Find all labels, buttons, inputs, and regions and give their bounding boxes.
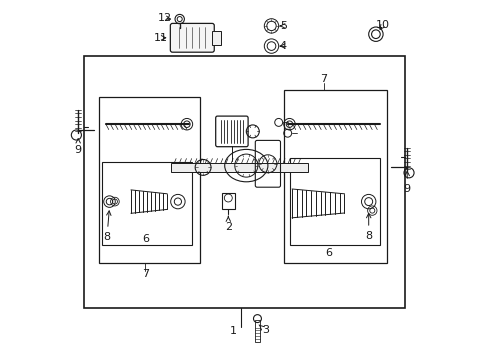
Bar	[222, 193, 234, 209]
Bar	[284, 90, 386, 263]
Text: 2: 2	[224, 216, 231, 232]
Text: 12: 12	[157, 13, 171, 23]
Bar	[289, 158, 379, 245]
Bar	[254, 320, 260, 342]
Bar	[102, 162, 192, 245]
Text: 7: 7	[320, 74, 326, 84]
Text: 6: 6	[325, 248, 332, 258]
Text: 5: 5	[279, 21, 286, 31]
Text: 6: 6	[142, 234, 149, 244]
Bar	[84, 56, 404, 308]
Bar	[170, 163, 307, 172]
Text: 1: 1	[229, 326, 236, 336]
Bar	[99, 97, 199, 263]
Text: 10: 10	[375, 20, 389, 30]
Text: 3: 3	[259, 325, 268, 336]
Bar	[212, 31, 221, 45]
Text: 4: 4	[279, 41, 286, 51]
Text: 9: 9	[403, 171, 410, 194]
Text: 9: 9	[75, 139, 81, 156]
Text: 8: 8	[103, 211, 111, 242]
FancyBboxPatch shape	[170, 23, 214, 52]
Text: 8: 8	[365, 213, 371, 241]
Text: 11: 11	[154, 33, 168, 43]
Text: 7: 7	[142, 269, 149, 279]
